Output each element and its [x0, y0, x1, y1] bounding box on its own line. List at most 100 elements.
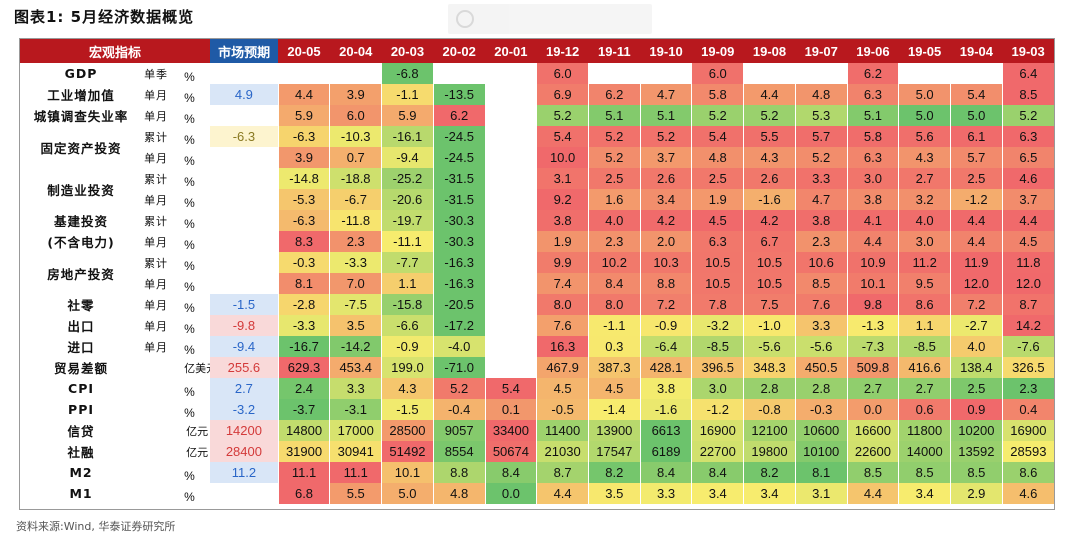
unit-label: %: [184, 154, 195, 168]
value-cell: -5.6: [794, 336, 848, 357]
frequency-label: 单月: [144, 298, 169, 312]
value-cell: -0.9: [639, 315, 692, 336]
table-row: 信贷 亿元 14200 14800 17000 28500 9057 33400 11400 13…: [20, 420, 1054, 441]
value-cell: [484, 105, 537, 126]
period-header: 19-06: [847, 39, 899, 63]
frequency-label: 单月: [144, 109, 169, 123]
indicator-label: M1: [20, 483, 143, 504]
value-cell: -13.5: [432, 84, 486, 105]
value-cell: -17.2: [432, 315, 486, 336]
value-cell: -1.5: [381, 399, 434, 420]
value-cell: 22600: [846, 441, 899, 462]
value-cell: 4.0: [587, 210, 641, 231]
value-cell: 8.1: [794, 462, 848, 483]
value-cell: 17547: [587, 441, 641, 462]
frequency-label: 单月: [144, 235, 169, 249]
frequency-label: 单月: [144, 277, 169, 291]
value-cell: 11400: [536, 420, 589, 441]
value-cell: 2.5: [587, 168, 641, 189]
indicator-header: 宏观指标: [20, 39, 211, 63]
value-cell: 4.4: [846, 231, 899, 252]
value-cell: 5.7: [950, 147, 1003, 168]
economic-data-table: 宏观指标 市场预期 20-05 20-04 20-03 20-02 20-01 …: [20, 39, 1054, 504]
frequency-label: 累计: [144, 172, 169, 186]
table-row: 工业增加值 单月% 4.9 4.4 3.9 -1.1 -13.5 6.9 6.2 4.7 5.8 4.…: [20, 84, 1054, 105]
table-row: PPI% -3.2 -3.7 -3.1 -1.5 -0.4 0.1 -0.5 -1.4 -1.6-…: [20, 399, 1054, 420]
indicator-label: 房地产投资: [20, 252, 143, 294]
value-cell: 10.5: [743, 273, 796, 294]
value-cell: 5.1: [846, 105, 899, 126]
frequency-label: 单月: [144, 193, 169, 207]
frequency-label: [142, 462, 184, 483]
value-cell: 2.3: [587, 231, 641, 252]
value-cell: -2.7: [950, 315, 1003, 336]
value-cell: 1.1: [898, 315, 951, 336]
value-cell: 16900: [1001, 420, 1054, 441]
table-row: 单月% -5.3 -6.7 -20.6 -31.5 9.2 1.6 3.4 1.9 -1.6 4.7…: [20, 189, 1054, 210]
value-cell: -0.8: [743, 399, 796, 420]
value-cell: -14.2: [329, 336, 382, 357]
frequency-label: 累计: [144, 256, 169, 270]
indicator-label: CPI: [20, 378, 143, 399]
value-cell: [794, 63, 848, 84]
value-cell: 8.5: [950, 462, 1003, 483]
value-cell: 8.8: [639, 273, 692, 294]
unit-label: %: [184, 301, 195, 315]
indicator-label: (不含电力): [20, 231, 143, 252]
value-cell: 5.6: [898, 126, 951, 147]
value-cell: 6.2: [587, 84, 641, 105]
value-cell: 8.4: [587, 273, 641, 294]
value-cell: 6.3: [1001, 126, 1054, 147]
value-cell: 10.5: [691, 252, 744, 273]
table-row: 出口 单月% -9.8 -3.3 3.5 -6.6 -17.2 7.6 -1.1 -0.9 -3.2…: [20, 315, 1054, 336]
value-cell: 6.2: [432, 105, 486, 126]
value-cell: 4.8: [432, 483, 486, 504]
value-cell: 8.0: [587, 294, 641, 315]
period-header: 20-02: [433, 39, 486, 63]
value-cell: 0.6: [898, 399, 951, 420]
indicator-label: 贸易差额: [20, 357, 143, 378]
value-cell: 7.8: [691, 294, 744, 315]
table-row: 基建投资 累计% -6.3 -11.8 -19.7 -30.3 3.8 4.0 4.2 4.5 4.…: [20, 210, 1054, 231]
value-cell: 16.3: [536, 336, 589, 357]
table-row: 进口 单月% -9.4 -16.7 -14.2 -0.9 -4.0 16.3 0.3 -6.4 -8…: [20, 336, 1054, 357]
value-cell: 5.2: [587, 147, 641, 168]
value-cell: 8.5: [898, 462, 951, 483]
value-cell: 7.5: [743, 294, 796, 315]
period-header: 19-10: [640, 39, 692, 63]
value-cell: -18.8: [329, 168, 382, 189]
value-cell: 2.5: [950, 168, 1003, 189]
value-cell: -10.3: [329, 126, 382, 147]
value-cell: -14.8: [277, 168, 330, 189]
unit-label: %: [184, 469, 195, 483]
value-cell: [950, 63, 1003, 84]
expectation-cell: -9.8: [210, 315, 279, 336]
value-cell: 8.2: [587, 462, 641, 483]
value-cell: 4.0: [898, 210, 951, 231]
value-cell: -1.1: [381, 84, 434, 105]
frequency-label: 单月: [144, 88, 169, 102]
value-cell: 3.3: [329, 378, 382, 399]
value-cell: 5.2: [1001, 105, 1054, 126]
value-cell: 8.5: [846, 462, 899, 483]
value-cell: 8.4: [639, 462, 692, 483]
value-cell: 5.9: [277, 105, 330, 126]
value-cell: -7.3: [846, 336, 899, 357]
value-cell: 9.9: [536, 252, 589, 273]
value-cell: [484, 63, 537, 84]
value-cell: [484, 84, 537, 105]
value-cell: 4.4: [536, 483, 589, 504]
value-cell: 5.2: [639, 126, 692, 147]
value-cell: 5.4: [484, 378, 537, 399]
value-cell: 5.2: [432, 378, 486, 399]
value-cell: 6613: [639, 420, 692, 441]
expectation-cell: [210, 63, 278, 84]
value-cell: 13900: [587, 420, 641, 441]
value-cell: 4.4: [950, 231, 1003, 252]
value-cell: -6.6: [381, 315, 434, 336]
value-cell: [639, 63, 692, 84]
value-cell: 22700: [691, 441, 744, 462]
value-cell: 6.0: [691, 63, 744, 84]
indicator-label: PPI: [20, 399, 143, 420]
